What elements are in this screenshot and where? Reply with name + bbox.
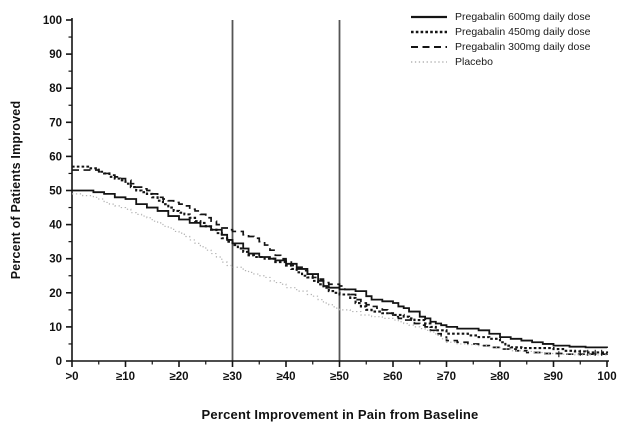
- x-tick-label: ≥80: [490, 371, 509, 383]
- x-tick-label: ≥60: [383, 371, 402, 383]
- x-tick-label: ≥30: [223, 371, 242, 383]
- legend-item-placebo: Placebo: [410, 54, 590, 69]
- y-tick-label: 20: [49, 288, 62, 300]
- y-tick-label: 60: [49, 151, 62, 163]
- series-curve-0: [72, 189, 608, 349]
- legend-item-pregabalin-600: Pregabalin 600mg daily dose: [410, 9, 590, 24]
- legend-item-pregabalin-300: Pregabalin 300mg daily dose: [410, 39, 590, 54]
- legend: Pregabalin 600mg daily dose Pregabalin 4…: [410, 9, 590, 69]
- series-curve-3: [72, 193, 608, 356]
- y-tick-label: 70: [49, 117, 62, 129]
- legend-swatch-solid-line: [411, 15, 447, 18]
- x-tick-label: ≥40: [276, 371, 295, 383]
- legend-label: Pregabalin 300mg daily dose: [455, 40, 591, 53]
- x-tick-label: >0: [65, 371, 78, 383]
- y-tick-label: 30: [49, 254, 62, 266]
- y-tick-label: 0: [56, 356, 62, 368]
- y-axis-title: Percent of Patients Improved: [9, 100, 23, 280]
- x-tick-label: ≥90: [544, 371, 563, 383]
- legend-swatch-gray-dotted-line: [411, 60, 447, 63]
- x-tick-label: ≥50: [330, 371, 349, 383]
- x-tick-label: ≥20: [169, 371, 188, 383]
- x-axis-title: Percent Improvement in Pain from Baselin…: [201, 407, 479, 422]
- legend-label: Placebo: [455, 55, 493, 68]
- legend-swatch-dotted-line: [411, 30, 447, 33]
- legend-item-pregabalin-450: Pregabalin 450mg daily dose: [410, 24, 590, 39]
- legend-label: Pregabalin 600mg daily dose: [455, 10, 591, 23]
- legend-label: Pregabalin 450mg daily dose: [455, 25, 591, 38]
- y-tick-label: 90: [49, 49, 62, 61]
- x-tick-label: ≥70: [437, 371, 456, 383]
- x-tick-label: 100: [597, 371, 616, 383]
- y-tick-label: 100: [43, 15, 62, 27]
- x-tick-label: ≥10: [116, 371, 135, 383]
- y-tick-label: 80: [49, 83, 62, 95]
- legend-swatch-dashed-line: [411, 45, 447, 48]
- y-tick-label: 40: [49, 220, 62, 232]
- series-curve-1: [72, 165, 609, 354]
- y-tick-label: 10: [49, 322, 62, 334]
- y-tick-label: 50: [49, 186, 62, 198]
